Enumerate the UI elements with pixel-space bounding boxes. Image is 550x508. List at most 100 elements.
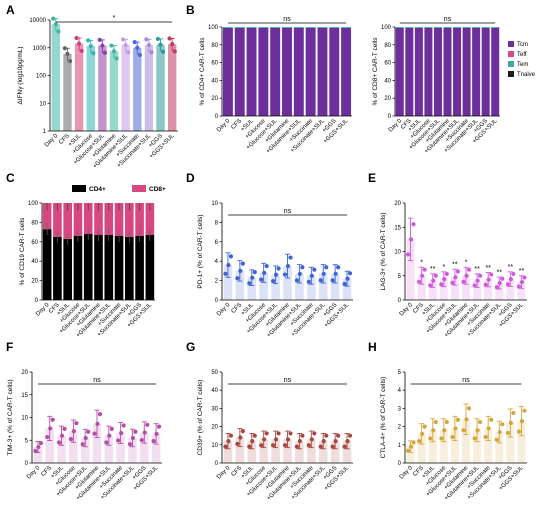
data-point: [264, 431, 269, 436]
data-point: [50, 417, 55, 422]
y-tick-label: 5: [398, 274, 402, 280]
data-point: [522, 275, 527, 280]
data-point: [74, 35, 79, 41]
significance-label: *: [113, 15, 116, 22]
bar: [330, 273, 340, 300]
data-point: [285, 263, 291, 269]
legend-label: CD8+: [149, 186, 166, 193]
bar: [462, 419, 470, 463]
y-tick-label: 1000: [33, 46, 47, 52]
data-point: [238, 435, 243, 440]
y-tick-label: 0: [388, 114, 392, 120]
bar: [439, 430, 448, 463]
bar-tcm: [305, 27, 316, 116]
data-point: [516, 284, 522, 289]
data-point: [466, 406, 472, 411]
bar-tem: [234, 27, 245, 28]
data-point: [59, 433, 65, 438]
data-point: [508, 420, 513, 426]
legend-label: Tem: [517, 62, 528, 68]
data-point: [74, 421, 79, 426]
significance-label: ns: [284, 377, 292, 384]
bar-tem: [481, 27, 490, 28]
data-point: [294, 278, 300, 283]
y-tick-label: 100: [208, 25, 219, 31]
data-point: [420, 273, 425, 278]
bar: [140, 432, 149, 463]
data-point: [519, 279, 525, 285]
bar-tcm: [258, 27, 269, 116]
bar: [330, 441, 340, 463]
data-point: [318, 278, 323, 283]
data-point: [86, 429, 91, 434]
data-point: [483, 434, 488, 440]
data-point: [519, 419, 525, 424]
data-point: [483, 282, 488, 287]
data-point: [464, 273, 469, 278]
bar: [33, 447, 43, 463]
data-point: [135, 45, 140, 50]
y-tick-label: 0: [215, 461, 219, 467]
bar: [223, 265, 233, 300]
x-tick-label: Day 0: [26, 465, 42, 481]
data-point: [155, 36, 161, 42]
data-point: [145, 422, 150, 427]
data-point: [154, 431, 159, 436]
bar: [271, 274, 280, 300]
significance-label: ns: [462, 377, 470, 384]
data-point: [422, 267, 427, 272]
y-tick-label: 10: [211, 443, 218, 449]
data-point: [38, 440, 44, 446]
data-point: [247, 444, 252, 449]
data-point: [294, 444, 300, 449]
data-point: [417, 439, 422, 444]
data-point: [97, 411, 103, 417]
data-point: [48, 426, 53, 431]
bar-tcm: [462, 27, 471, 116]
y-tick-label: 1: [398, 443, 402, 449]
data-point: [240, 261, 245, 266]
y-tick-label: 4: [398, 388, 402, 394]
data-point: [282, 272, 288, 277]
bar: [271, 439, 280, 463]
bar-tem: [462, 27, 471, 28]
data-point: [62, 426, 67, 431]
data-point: [262, 270, 267, 275]
data-point: [336, 265, 341, 270]
bar: [307, 275, 316, 300]
data-point: [505, 430, 510, 436]
legend-label: Teff: [517, 52, 527, 58]
data-point: [405, 252, 411, 257]
data-point: [472, 283, 477, 288]
data-point: [226, 262, 231, 268]
data-point: [226, 439, 231, 444]
bar: [57, 435, 66, 463]
data-point: [270, 278, 276, 284]
data-point: [144, 37, 149, 42]
data-point: [333, 439, 338, 444]
data-point: [111, 49, 117, 54]
y-tick-label: 60: [211, 61, 218, 67]
bar: [307, 439, 316, 463]
bar: [473, 430, 482, 463]
data-point: [439, 436, 444, 441]
data-point: [477, 419, 483, 425]
data-point: [146, 42, 152, 48]
y-tick-label: 80: [384, 43, 391, 49]
data-point: [120, 37, 126, 42]
y-tick-label: 0: [215, 298, 219, 304]
significance-label: ns: [444, 16, 452, 23]
data-point: [79, 48, 84, 53]
bar-tem: [443, 27, 452, 28]
data-point: [306, 279, 311, 284]
data-point: [336, 433, 341, 438]
data-point: [86, 38, 91, 43]
bar-tcm: [341, 27, 352, 116]
data-point: [68, 437, 73, 442]
data-point: [247, 281, 252, 286]
bar: [450, 277, 459, 300]
data-point: [92, 431, 97, 436]
